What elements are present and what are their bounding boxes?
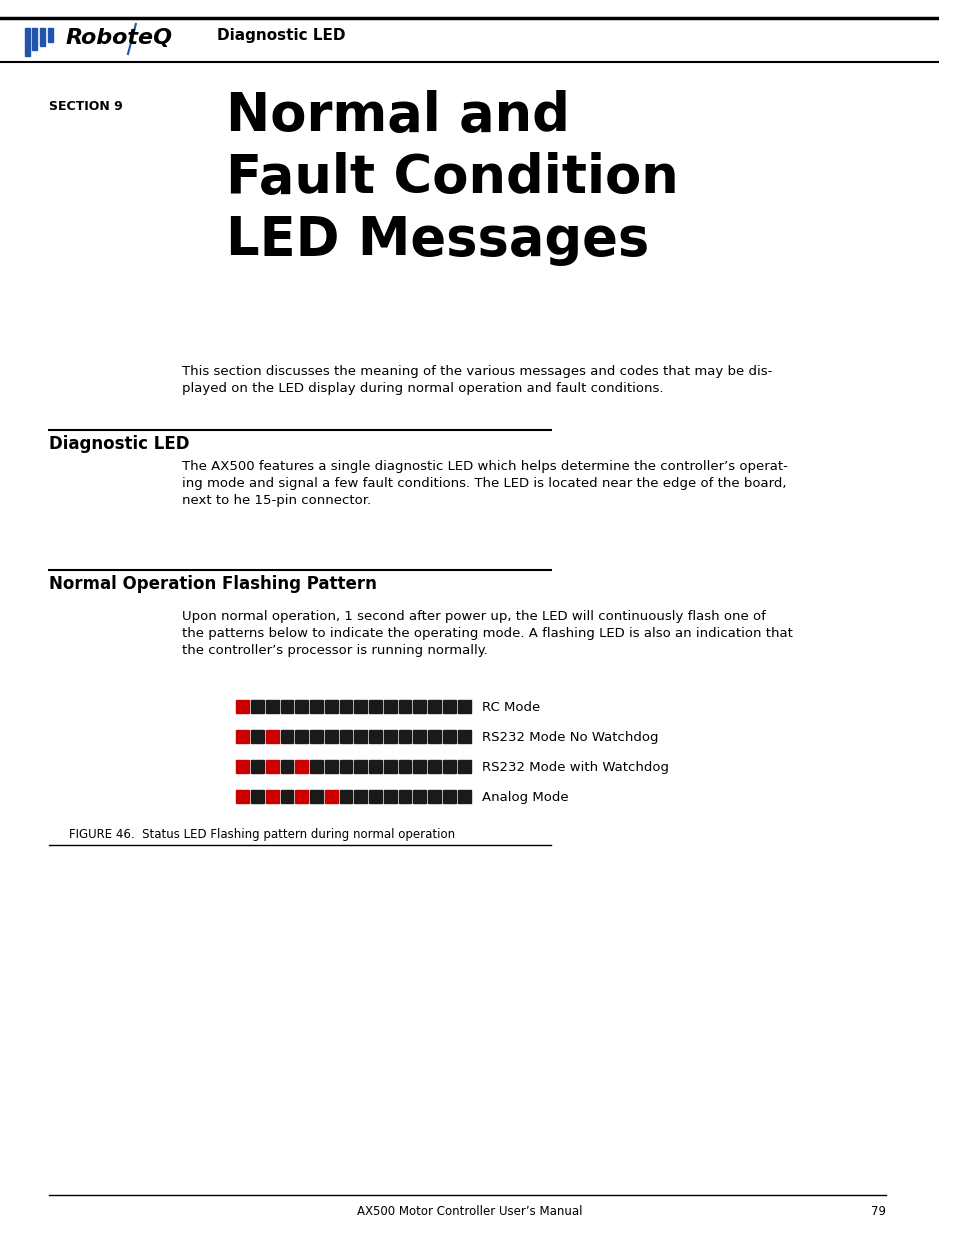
Bar (280, 730, 293, 743)
Text: RS232 Mode No Watchdog: RS232 Mode No Watchdog (482, 731, 659, 743)
Text: SECTION 9: SECTION 9 (50, 100, 123, 112)
Bar (398, 790, 411, 803)
Bar (369, 700, 381, 713)
Bar (413, 790, 426, 803)
Bar (325, 760, 337, 773)
Text: Diagnostic LED: Diagnostic LED (50, 435, 190, 453)
Text: FIGURE 46.  Status LED Flashing pattern during normal operation: FIGURE 46. Status LED Flashing pattern d… (69, 827, 455, 841)
Bar (428, 700, 440, 713)
Text: ing mode and signal a few fault conditions. The LED is located near the edge of : ing mode and signal a few fault conditio… (182, 477, 786, 490)
Bar (32, 28, 37, 49)
Bar (236, 730, 249, 743)
Text: AX500 Motor Controller User’s Manual: AX500 Motor Controller User’s Manual (356, 1205, 581, 1218)
Text: Diagnostic LED: Diagnostic LED (216, 28, 345, 43)
Bar (236, 790, 249, 803)
Bar (251, 760, 264, 773)
Bar (295, 700, 308, 713)
Bar (354, 700, 367, 713)
Bar (295, 730, 308, 743)
Bar (25, 28, 30, 56)
Bar (369, 790, 381, 803)
Bar (236, 700, 249, 713)
Text: Normal Operation Flashing Pattern: Normal Operation Flashing Pattern (50, 576, 376, 593)
Text: played on the LED display during normal operation and fault conditions.: played on the LED display during normal … (182, 382, 663, 395)
Bar (398, 700, 411, 713)
Bar (251, 790, 264, 803)
Text: Fault Condition: Fault Condition (226, 152, 679, 204)
Bar (398, 760, 411, 773)
Bar (383, 790, 396, 803)
Text: RC Mode: RC Mode (482, 701, 540, 714)
Bar (295, 790, 308, 803)
Bar (266, 700, 278, 713)
Bar (457, 730, 470, 743)
Bar (251, 730, 264, 743)
Bar (442, 730, 456, 743)
Bar (310, 760, 322, 773)
Bar (266, 730, 278, 743)
Bar (280, 790, 293, 803)
Bar (442, 790, 456, 803)
Bar (457, 700, 470, 713)
Bar (339, 790, 352, 803)
Bar (383, 760, 396, 773)
Bar (280, 700, 293, 713)
Bar (369, 730, 381, 743)
Bar (383, 700, 396, 713)
Bar (295, 760, 308, 773)
Bar (354, 760, 367, 773)
Bar (339, 730, 352, 743)
Text: Normal and: Normal and (226, 90, 570, 142)
Bar (339, 700, 352, 713)
Bar (354, 790, 367, 803)
Bar (236, 760, 249, 773)
Bar (266, 760, 278, 773)
Text: This section discusses the meaning of the various messages and codes that may be: This section discusses the meaning of th… (182, 366, 772, 378)
Bar (280, 760, 293, 773)
Bar (428, 730, 440, 743)
Bar (325, 790, 337, 803)
Bar (442, 700, 456, 713)
Bar (325, 730, 337, 743)
Bar (310, 790, 322, 803)
Bar (310, 730, 322, 743)
Bar (369, 760, 381, 773)
Bar (339, 760, 352, 773)
Text: Upon normal operation, 1 second after power up, the LED will continuously flash : Upon normal operation, 1 second after po… (182, 610, 765, 622)
Bar (251, 700, 264, 713)
Bar (398, 730, 411, 743)
Bar (413, 700, 426, 713)
Bar (310, 700, 322, 713)
Bar (383, 730, 396, 743)
Bar (413, 730, 426, 743)
Bar (428, 790, 440, 803)
Bar (413, 760, 426, 773)
Text: the controller’s processor is running normally.: the controller’s processor is running no… (182, 643, 488, 657)
Text: Analog Mode: Analog Mode (482, 790, 568, 804)
Bar (457, 760, 470, 773)
Bar (354, 730, 367, 743)
Bar (325, 700, 337, 713)
Bar (40, 28, 45, 46)
Text: next to he 15-pin connector.: next to he 15-pin connector. (182, 494, 371, 508)
Text: RS232 Mode with Watchdog: RS232 Mode with Watchdog (482, 761, 669, 774)
Bar (266, 790, 278, 803)
Text: RoboteQ: RoboteQ (66, 28, 172, 48)
Text: the patterns below to indicate the operating mode. A flashing LED is also an ind: the patterns below to indicate the opera… (182, 627, 792, 640)
Bar (428, 760, 440, 773)
Bar (457, 790, 470, 803)
Text: The AX500 features a single diagnostic LED which helps determine the controller’: The AX500 features a single diagnostic L… (182, 459, 787, 473)
Bar (49, 28, 53, 42)
Text: 79: 79 (870, 1205, 885, 1218)
Text: LED Messages: LED Messages (226, 214, 649, 266)
Bar (442, 760, 456, 773)
